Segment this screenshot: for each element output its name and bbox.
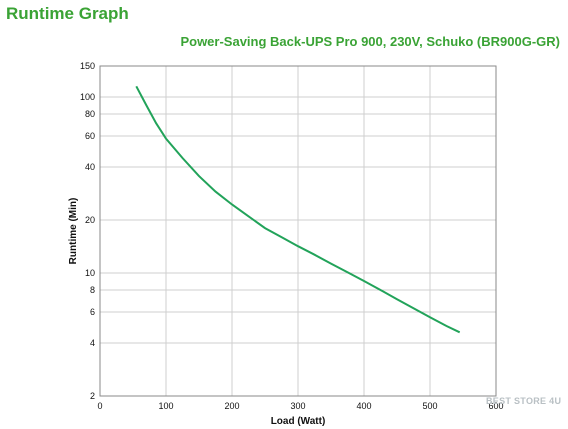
y-tick-label: 60 — [85, 131, 95, 141]
chart-grid — [100, 66, 496, 396]
x-axis-label: Load (Watt) — [271, 416, 326, 427]
watermark-logo: BEST STORE 4U — [486, 396, 562, 406]
x-tick-label: 100 — [158, 401, 173, 411]
y-tick-label: 2 — [90, 391, 95, 401]
x-tick-label: 500 — [422, 401, 437, 411]
runtime-series-line — [135, 85, 461, 334]
y-tick-label: 6 — [90, 307, 95, 317]
plot-area — [99, 65, 497, 397]
y-tick-label: 10 — [85, 268, 95, 278]
x-tick-label: 400 — [356, 401, 371, 411]
y-tick-label: 150 — [80, 61, 95, 71]
y-tick-label: 100 — [80, 92, 95, 102]
x-tick-label: 200 — [224, 401, 239, 411]
axis-ticks: 0 100 200 300 400 500 600 2 4 6 8 10 20 40 60 80 100 150 — [80, 61, 504, 411]
y-axis-label: Runtime (Min) — [68, 198, 79, 265]
x-tick-label: 300 — [290, 401, 305, 411]
chart-subtitle: Power-Saving Back-UPS Pro 900, 230V, Sch… — [180, 34, 560, 49]
y-tick-label: 40 — [85, 162, 95, 172]
y-tick-label: 4 — [90, 338, 95, 348]
y-tick-label: 80 — [85, 109, 95, 119]
x-tick-label: 600 — [488, 401, 503, 411]
page-title: Runtime Graph — [6, 4, 129, 23]
x-tick-label: 0 — [97, 401, 102, 411]
y-tick-label: 20 — [85, 215, 95, 225]
y-tick-label: 8 — [90, 285, 95, 295]
